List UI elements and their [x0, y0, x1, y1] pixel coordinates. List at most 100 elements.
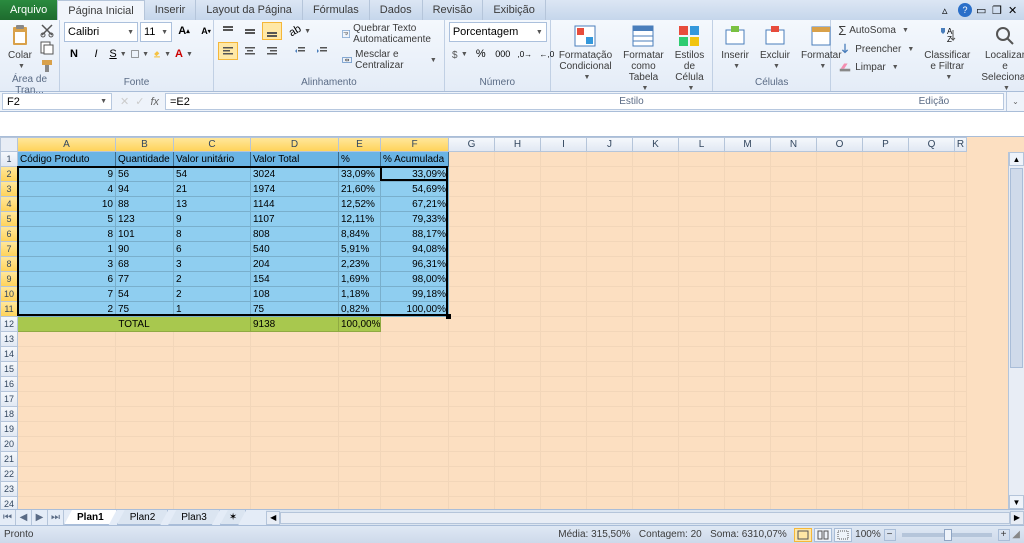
cell[interactable] [863, 362, 909, 377]
cell[interactable] [587, 392, 633, 407]
cell[interactable] [863, 197, 909, 212]
find-select-button[interactable]: Localizar e Selecionar▼ [977, 22, 1024, 96]
cell[interactable] [725, 407, 771, 422]
cell[interactable] [541, 212, 587, 227]
cell[interactable] [817, 182, 863, 197]
cell[interactable] [679, 317, 725, 332]
cell[interactable]: 1974 [251, 182, 339, 197]
cell[interactable] [817, 272, 863, 287]
cell[interactable] [955, 347, 967, 362]
cell[interactable] [679, 437, 725, 452]
prev-sheet-button[interactable]: ◀ [16, 510, 32, 525]
cell[interactable]: 54,69% [381, 182, 449, 197]
align-center-button[interactable] [240, 42, 260, 60]
cell[interactable] [449, 227, 495, 242]
cell[interactable] [541, 422, 587, 437]
cell[interactable] [587, 272, 633, 287]
align-bottom-button[interactable] [262, 22, 282, 40]
cell[interactable] [174, 497, 251, 509]
cell[interactable] [955, 272, 967, 287]
cell[interactable] [725, 287, 771, 302]
cell[interactable] [251, 452, 339, 467]
cell[interactable] [633, 242, 679, 257]
cell[interactable] [495, 227, 541, 242]
cell[interactable] [817, 362, 863, 377]
decrease-indent-button[interactable] [290, 42, 310, 60]
cell[interactable]: 54 [174, 167, 251, 182]
cell[interactable] [541, 167, 587, 182]
cell[interactable] [116, 467, 174, 482]
cell[interactable] [18, 437, 116, 452]
cell[interactable] [495, 242, 541, 257]
column-header[interactable]: L [679, 137, 725, 152]
cell[interactable] [339, 497, 381, 509]
cell[interactable] [339, 377, 381, 392]
cell[interactable] [541, 437, 587, 452]
cell[interactable] [909, 407, 955, 422]
cell[interactable] [449, 167, 495, 182]
tab-home[interactable]: Página Inicial [57, 0, 144, 20]
cell[interactable] [541, 482, 587, 497]
cell[interactable] [725, 242, 771, 257]
cell[interactable] [633, 347, 679, 362]
cell[interactable] [495, 332, 541, 347]
cell[interactable] [449, 422, 495, 437]
cell[interactable] [633, 392, 679, 407]
cell[interactable] [955, 377, 967, 392]
cell[interactable] [817, 257, 863, 272]
cell[interactable] [495, 377, 541, 392]
cell[interactable] [495, 302, 541, 317]
help-icon[interactable]: ? [958, 3, 972, 17]
cell[interactable] [339, 332, 381, 347]
cell[interactable] [495, 407, 541, 422]
cell[interactable] [817, 377, 863, 392]
cell[interactable] [909, 422, 955, 437]
cell[interactable] [339, 347, 381, 362]
cell[interactable]: 21,60% [339, 182, 381, 197]
font-color-button[interactable]: A▼ [174, 45, 194, 63]
cell[interactable] [817, 332, 863, 347]
cell[interactable] [251, 392, 339, 407]
cell[interactable] [817, 302, 863, 317]
cell[interactable] [587, 242, 633, 257]
vertical-scrollbar[interactable]: ▲ ▼ [1008, 152, 1024, 509]
cell[interactable] [18, 467, 116, 482]
sheet-tab-2[interactable]: Plan2 [117, 510, 169, 525]
comma-button[interactable]: 000 [493, 45, 513, 63]
cell[interactable] [495, 287, 541, 302]
cell[interactable] [817, 407, 863, 422]
cell[interactable] [541, 362, 587, 377]
cell[interactable] [725, 392, 771, 407]
cell[interactable] [679, 377, 725, 392]
cell[interactable] [587, 317, 633, 332]
row-header[interactable]: 9 [0, 272, 18, 287]
cell[interactable]: 88,17% [381, 227, 449, 242]
cell[interactable] [633, 422, 679, 437]
column-header[interactable]: H [495, 137, 541, 152]
cell[interactable] [541, 467, 587, 482]
cell[interactable] [909, 347, 955, 362]
cell[interactable] [449, 452, 495, 467]
cell[interactable] [909, 257, 955, 272]
cell[interactable] [587, 362, 633, 377]
cell[interactable] [863, 497, 909, 509]
cell[interactable] [381, 332, 449, 347]
cell[interactable] [863, 257, 909, 272]
cell[interactable] [116, 347, 174, 362]
row-header[interactable]: 11 [0, 302, 18, 317]
column-header[interactable]: Q [909, 137, 955, 152]
cell[interactable] [909, 242, 955, 257]
cell[interactable] [679, 152, 725, 167]
cell[interactable]: 6 [174, 242, 251, 257]
cell[interactable]: 3 [174, 257, 251, 272]
cell[interactable] [863, 392, 909, 407]
cell[interactable] [725, 272, 771, 287]
paste-button[interactable]: Colar ▼ [4, 22, 36, 74]
cell[interactable] [339, 437, 381, 452]
clear-button[interactable]: Limpar▼ [835, 59, 917, 75]
cell[interactable] [587, 347, 633, 362]
percent-button[interactable]: % [471, 45, 491, 63]
cell[interactable] [771, 257, 817, 272]
cell[interactable] [909, 197, 955, 212]
cell[interactable] [679, 272, 725, 287]
